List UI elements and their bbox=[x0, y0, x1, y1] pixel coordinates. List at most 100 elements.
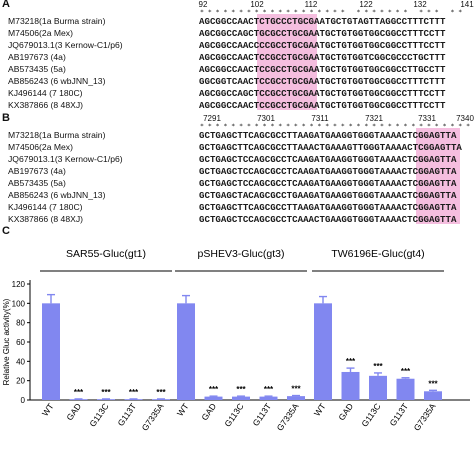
position-label: 7291 bbox=[203, 114, 221, 123]
significance-label: *** bbox=[156, 388, 166, 397]
y-tick-label: 60 bbox=[16, 338, 25, 347]
bar bbox=[232, 396, 250, 400]
panel-c-letter: C bbox=[2, 225, 10, 237]
x-tick-label: G113T bbox=[387, 401, 410, 428]
position-label: 122 bbox=[359, 0, 373, 9]
alignment-row: AB856243 (6 wbJNN_13) GGCGGTCAACTCCGCCTGC… bbox=[0, 75, 474, 87]
position-label: 92 bbox=[198, 0, 208, 9]
highlight-region bbox=[257, 14, 317, 110]
significance-label: *** bbox=[264, 385, 274, 394]
bar bbox=[341, 371, 360, 400]
y-tick-label: 100 bbox=[12, 299, 26, 308]
sequence: GCTGAGCTCCAGCGCCTCAAGATGAAGGTGGGTAAAACTC… bbox=[199, 154, 457, 165]
group-label: SAR55-Gluc(gt1) bbox=[66, 248, 146, 260]
bar bbox=[424, 391, 442, 400]
sequence: AGCGGCCAACTCCGCCTGCGAATGCTGTGGTCGGCGCCCT… bbox=[199, 52, 446, 63]
alignment-row: KX387866 (8 48XJ) AGCGGCCAACTCCGCCTGCGAAT… bbox=[0, 99, 474, 111]
significance-label: *** bbox=[428, 379, 438, 388]
x-tick-label: GAD bbox=[336, 401, 355, 422]
sequence-name: AB573435 (5a) bbox=[8, 64, 66, 74]
y-axis-label: Relative Gluc activity(%) bbox=[2, 298, 11, 385]
bar bbox=[42, 303, 60, 400]
x-tick-label: G113C bbox=[87, 401, 110, 428]
position-label: 112 bbox=[304, 0, 318, 9]
sequence: AGCGGCCAGCTGCGCCTGCGAATGCTGTGGTGGCGGCCTT… bbox=[199, 28, 446, 39]
significance-label: *** bbox=[346, 357, 356, 366]
x-tick-label: G113T bbox=[115, 401, 138, 428]
panel-b-letter: B bbox=[2, 112, 10, 124]
sequence: AGCGGCCAACTCCGCCTGCGAATGCTGTGGTGGCGGCCTT… bbox=[199, 100, 446, 111]
alignment-row: AB197673 (4a) GCTGAGCTCCAGCGCCTCAAGATGAAG… bbox=[0, 165, 474, 177]
position-ruler: 92 102 112 122 132 141 bbox=[0, 0, 474, 10]
position-label: 7301 bbox=[257, 114, 275, 123]
significance-label: *** bbox=[291, 385, 301, 394]
sequence: GGCGGTCAACTCCGCCTGCGAATGCTGTGGTGGCGGCCTT… bbox=[199, 76, 446, 87]
sequence-name: AB197673 (4a) bbox=[8, 52, 66, 62]
sequence-name: AB856243 (6 wbJNN_13) bbox=[8, 190, 106, 200]
sequence: GCTGAGCTTCAGCGCCTTAAGATGAAGGTGGGTAAAACTC… bbox=[199, 202, 457, 213]
y-tick-label: 40 bbox=[16, 357, 25, 366]
x-tick-label: G7335A bbox=[275, 401, 301, 433]
alignment-row: KX387866 (8 48XJ) GCTGAGCTCCAGCGCCTCAAACT… bbox=[0, 213, 474, 225]
bar bbox=[369, 375, 387, 400]
sequence: AGCGGCCAACTCCGCCTGCGAATGCTGTGGTGGCGGCCTT… bbox=[199, 64, 446, 75]
significance-label: *** bbox=[236, 385, 246, 394]
sequence-name: M74506(2a Mex) bbox=[8, 142, 73, 152]
sequence-name: JQ679013.1(3 Kernow-C1/p6) bbox=[8, 40, 123, 50]
sequence-name: AB856243 (6 wbJNN_13) bbox=[8, 76, 106, 86]
sequence-name: KX387866 (8 48XJ) bbox=[8, 214, 84, 224]
x-tick-label: G7335A bbox=[140, 401, 166, 433]
alignment-row: JQ679013.1(3 Kernow-C1/p6) GCTGAGCTCCAGCG… bbox=[0, 153, 474, 165]
alignment-row: AB573435 (5a) GCTGAGCTCCAGCGCCTCAAGATGAAG… bbox=[0, 177, 474, 189]
alignment-row: M74506(2a Mex) AGCGGCCAGCTGCGCCTGCGAATGCT… bbox=[0, 27, 474, 39]
position-label: 132 bbox=[413, 0, 427, 9]
position-label: 7331 bbox=[418, 114, 436, 123]
sequence-name: AB573435 (5a) bbox=[8, 178, 66, 188]
sequence-name: M73218(1a Burma strain) bbox=[8, 130, 106, 140]
sequence: AGCGGCCAACCCCGCCTGCGAATGCTGTGGTGGCGGCCTT… bbox=[199, 40, 446, 51]
bar bbox=[314, 303, 332, 400]
group-label: TW6196E-Gluc(gt4) bbox=[331, 248, 424, 260]
highlight-region bbox=[416, 128, 460, 224]
x-tick-label: G113C bbox=[359, 401, 382, 428]
position-label: 141 bbox=[460, 0, 474, 9]
alignment-row: AB573435 (5a) AGCGGCCAACTCCGCCTGCGAATGCTG… bbox=[0, 63, 474, 75]
bar bbox=[396, 378, 415, 400]
sequence: GCTGAGCTCCAGCGCCTCAAGATGAAGGTGGGTAAAACTC… bbox=[199, 178, 457, 189]
x-tick-label: WT bbox=[40, 401, 56, 418]
significance-label: *** bbox=[101, 388, 111, 397]
alignment-row: AB856243 (6 wbJNN_13) GCTGAGCTACAGCGCCTGA… bbox=[0, 189, 474, 201]
y-tick-label: 0 bbox=[21, 396, 26, 405]
significance-label: *** bbox=[401, 367, 411, 376]
sequence-name: KJ496144 (7 180C) bbox=[8, 202, 83, 212]
sequence-name: JQ679013.1(3 Kernow-C1/p6) bbox=[8, 154, 123, 164]
bar bbox=[177, 303, 195, 400]
sequence: GCTGAGCTTCAGCGCCTTAAGATGAAGGTGGGTAAAACTC… bbox=[199, 130, 457, 141]
sequence: GCTGAGCTTCAGCGCCTTAAACTGAAAGTTGGGTAAAACT… bbox=[199, 142, 462, 153]
bar bbox=[204, 396, 223, 400]
alignment-row: M74506(2a Mex) GCTGAGCTTCAGCGCCTTAAACTGAA… bbox=[0, 141, 474, 153]
x-tick-label: G113T bbox=[250, 401, 273, 428]
x-tick-label: GAD bbox=[199, 401, 218, 422]
x-tick-label: GAD bbox=[64, 401, 83, 422]
significance-label: *** bbox=[129, 388, 139, 397]
y-tick-label: 120 bbox=[12, 280, 26, 289]
sequence-name: AB197673 (4a) bbox=[8, 166, 66, 176]
position-label: 7340 bbox=[456, 114, 474, 123]
sequence-name: KJ496144 (7 180C) bbox=[8, 88, 83, 98]
alignment-row: M73218(1a Burma strain) AGCGGCCAACTCTGCCC… bbox=[0, 15, 474, 27]
sequence-name: M73218(1a Burma strain) bbox=[8, 16, 106, 26]
y-tick-label: 20 bbox=[16, 377, 25, 386]
x-tick-label: G113C bbox=[222, 401, 245, 428]
sequence-name: M74506(2a Mex) bbox=[8, 28, 73, 38]
sequence: GCTGAGCTCCAGCGCCTCAAACTGAAGGTGGGTAAAACTC… bbox=[199, 214, 457, 225]
alignment-row: AB197673 (4a) AGCGGCCAACTCCGCCTGCGAATGCTG… bbox=[0, 51, 474, 63]
alignment-row: KJ496144 (7 180C) AGCGGCCAGCTCCGCCTGCGAAT… bbox=[0, 87, 474, 99]
sequence-name: KX387866 (8 48XJ) bbox=[8, 100, 84, 110]
position-ruler: 7291 7301 7311 7321 7331 7340 bbox=[0, 114, 474, 124]
bar bbox=[287, 396, 305, 400]
significance-label: *** bbox=[373, 362, 383, 371]
x-tick-label: G7335A bbox=[412, 401, 438, 433]
sequence: AGCGGCCAGCTCCGCCTGCGAATGCTGTGGTGGCGGCCTT… bbox=[199, 88, 446, 99]
